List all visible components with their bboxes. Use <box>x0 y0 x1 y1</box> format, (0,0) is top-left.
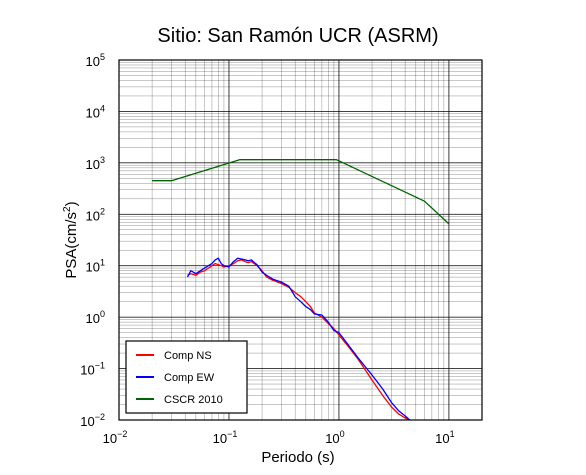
y-tick-label: 103 <box>86 155 105 172</box>
x-tick-label: 10−1 <box>213 429 238 446</box>
y-tick-label: 100 <box>86 309 105 326</box>
legend-label-1: Comp EW <box>164 372 215 384</box>
x-tick-label: 101 <box>435 429 454 446</box>
y-axis-label-sup: 2 <box>62 206 73 212</box>
series-lines <box>152 159 450 421</box>
tick-labels: 10−2 10−1 100 101 10−2 10−1 100 101 102 103 104 105 <box>80 52 454 446</box>
x-axis-label: Periodo (s) <box>261 449 334 466</box>
chart-title: Sitio: San Ramón UCR (ASRM) <box>157 25 438 47</box>
y-tick-label: 101 <box>86 258 105 275</box>
x-tick-label: 10−2 <box>103 429 128 446</box>
y-tick-label: 105 <box>86 52 105 69</box>
legend: Comp NS Comp EW CSCR 2010 <box>125 340 248 414</box>
grid <box>118 59 483 421</box>
y-axis-label-main: PSA(cm/s <box>63 212 80 279</box>
y-tick-label: 102 <box>86 206 105 223</box>
y-tick-label: 10−2 <box>80 412 105 429</box>
y-tick-label: 104 <box>86 103 105 120</box>
series-line-2 <box>152 159 450 225</box>
series-line-1 <box>186 257 411 421</box>
plot-frame <box>118 59 483 421</box>
y-axis-label: PSA(cm/s2) <box>62 201 80 278</box>
y-tick-label: 10−1 <box>80 361 105 378</box>
y-axis-label-close: ) <box>63 201 80 206</box>
legend-label-0: Comp NS <box>164 350 212 362</box>
x-tick-label: 100 <box>325 429 344 446</box>
legend-label-2: CSCR 2010 <box>164 394 223 406</box>
